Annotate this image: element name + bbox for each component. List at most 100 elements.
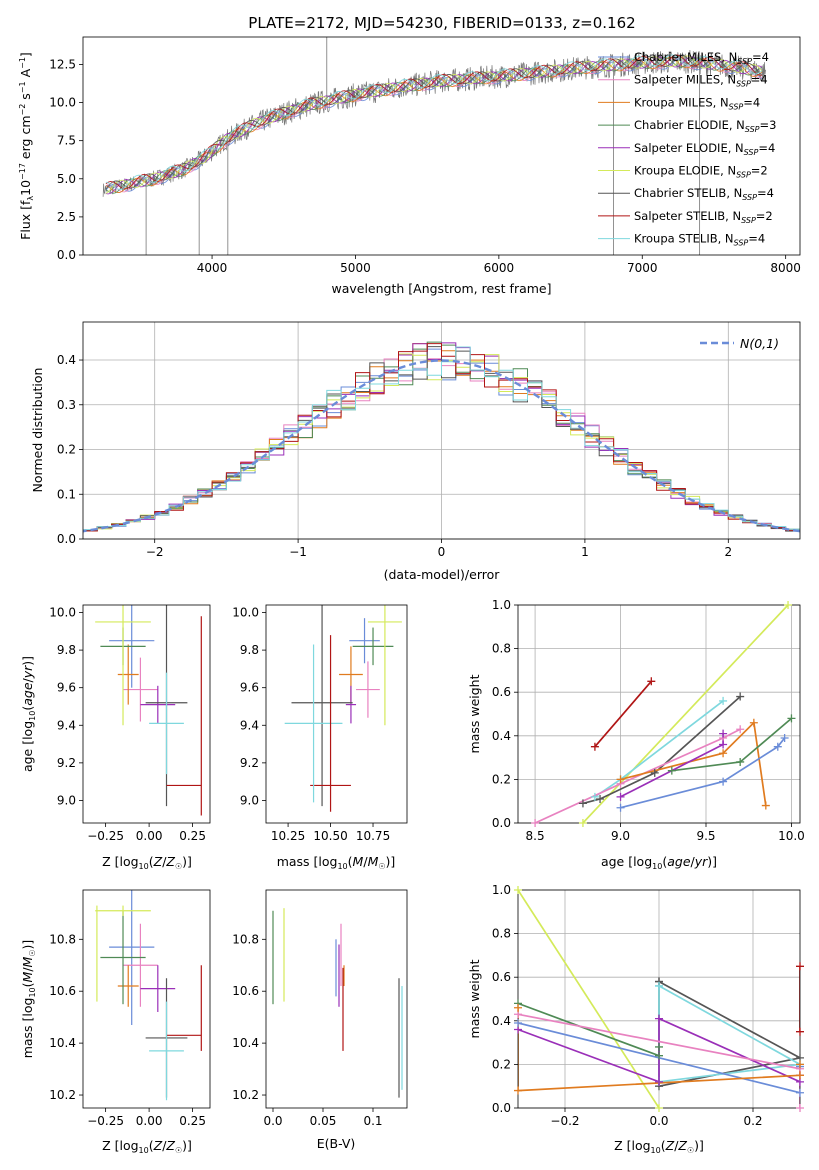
plot-area [95, 890, 202, 1101]
weight-marker-salpeter-stelib [796, 962, 804, 971]
weight-line-kroupa-miles [620, 720, 767, 806]
weight-line-chabrier-stelib [582, 695, 741, 805]
y-tick-label: 0.1 [57, 487, 76, 501]
y-tick-label: 9.2 [240, 756, 259, 770]
y-tick-label: 10.2 [232, 1088, 259, 1102]
y-tick-label: 0.4 [57, 353, 76, 367]
x-tick-label: 0.0 [649, 1114, 668, 1128]
x-tick-label: 9.0 [611, 829, 630, 843]
y-axis-label: Normed distribution [30, 368, 45, 493]
weight-line-salpeter-stelib [594, 680, 652, 748]
legend-label-chabrier-elodie: Chabrier ELODIE, NSSP=3 [634, 118, 776, 134]
x-tick-label: 0.00 [136, 1114, 163, 1128]
y-tick-label: 10.6 [232, 984, 259, 998]
normal-distribution-curve [83, 359, 800, 533]
x-tick-label: 10.0 [778, 829, 805, 843]
y-tick-label: 9.2 [57, 756, 76, 770]
weight-marker-chabrier-elodie [736, 757, 745, 766]
x-tick-label: 0.25 [179, 829, 206, 843]
panel-spectrum: 4000 5000 6000 7000 8000 0.0 2.5 5.0 7.5 10.0 12.5… [18, 36, 801, 296]
x-axis-label: E(B-V) [317, 1136, 356, 1151]
weight-line-kroupa-elodie [518, 890, 660, 1108]
x-tick-label: 0 [438, 545, 446, 559]
model-line-salpeter-elodie [105, 56, 763, 195]
weight-marker-chabrier-miles [719, 777, 728, 786]
weight-marker-chabrier-miles [773, 742, 782, 751]
weight-marker-kroupa-elodie [514, 886, 522, 894]
panel-mass_weight_vs_Z: −0.2 0.0 0.2 0.0 0.2 0.4 0.6 0.8 1.0 Z [log10(Z/Z… [467, 883, 804, 1155]
weight-marker-chabrier-stelib [578, 799, 587, 808]
x-tick-label: 1 [581, 545, 589, 559]
plot-area [83, 341, 800, 534]
x-tick-label: 0.25 [179, 1114, 206, 1128]
x-tick-label: 0.05 [310, 1114, 337, 1128]
y-tick-label: 0.8 [492, 927, 511, 941]
weight-marker-chabrier-elodie [655, 1051, 663, 1060]
y-tick-label: 9.8 [57, 643, 76, 657]
y-tick-label: 0.3 [57, 398, 76, 412]
weight-marker-kroupa-miles [514, 1086, 522, 1095]
x-tick-label: 0.00 [136, 829, 163, 843]
plot-area [102, 37, 766, 255]
y-tick-label: 9.4 [240, 718, 259, 732]
weight-marker-chabrier-stelib [596, 795, 605, 804]
y-tick-label: 0.2 [57, 443, 76, 457]
weight-marker-kroupa-stelib [590, 792, 599, 801]
panel-residuals: −2 −1 0 1 2 0.0 0.1 0.2 0.3 0.4 N(0,1) (data-model)… [30, 321, 801, 582]
y-tick-label: 9.6 [57, 681, 76, 695]
y-tick-label: 0.2 [492, 1057, 511, 1071]
weight-line-chabrier-miles [620, 737, 786, 809]
weight-marker-salpeter-stelib [647, 677, 656, 686]
weight-line-chabrier-miles [518, 1022, 800, 1094]
weight-marker-salpeter-stelib [590, 742, 599, 751]
y-tick-label: 1.0 [492, 883, 511, 897]
x-tick-label: −2 [146, 545, 164, 559]
x-tick-label: −0.25 [87, 1114, 124, 1128]
x-axis-label: Z [log10(Z/Z☉)] [102, 854, 192, 871]
y-tick-label: 1.0 [492, 598, 511, 612]
legend-label-salpeter-stelib: Salpeter STELIB, NSSP=2 [634, 209, 773, 225]
x-axis-label: (data-model)/error [384, 567, 501, 582]
axes-frame [82, 36, 801, 256]
y-tick-label: 9.4 [57, 718, 76, 732]
axes-frame [82, 604, 211, 824]
x-tick-label: 0.2 [743, 1114, 762, 1128]
y-tick-label: 10.0 [49, 96, 76, 110]
panel-mass_vs_Z: −0.25 0.00 0.25 10.2 10.4 10.6 10.8 Z [log10(Z/… [20, 889, 211, 1155]
y-tick-label: 10.0 [49, 606, 76, 620]
x-axis-label: Z [log10(Z/Z☉)] [614, 1138, 704, 1155]
y-axis-label: mass weight [467, 674, 482, 753]
weight-marker-salpeter-elodie [616, 792, 625, 801]
weight-marker-salpeter-miles [736, 725, 745, 734]
y-tick-label: 0.2 [492, 772, 511, 786]
legend-label-chabrier-miles: Chabrier MILES, NSSP=4 [634, 50, 769, 66]
weight-marker-kroupa-miles [514, 1003, 522, 1012]
x-tick-label: 10.50 [313, 829, 347, 843]
y-tick-label: 10.0 [232, 606, 259, 620]
weight-marker-chabrier-elodie [787, 714, 796, 723]
panel-mass_vs_ebv: 0.0 0.05 0.1 10.2 10.4 10.6 10.8 E(B-V) [232, 889, 408, 1151]
weight-line-chabrier-elodie [518, 1002, 660, 1057]
x-tick-label: −0.25 [87, 829, 124, 843]
model-line-kroupa-stelib [105, 54, 763, 190]
weight-marker-kroupa-elodie [655, 1104, 663, 1112]
weight-marker-salpeter-elodie [719, 740, 728, 749]
y-tick-label: 9.8 [240, 643, 259, 657]
plot-area [95, 605, 202, 816]
x-axis-label: age [log10(age/yr)] [601, 854, 717, 871]
legend-label-kroupa-elodie: Kroupa ELODIE, NSSP=2 [634, 164, 768, 180]
weight-marker-chabrier-elodie [655, 1042, 663, 1051]
weight-marker-chabrier-elodie [667, 766, 676, 775]
plot-area [284, 605, 402, 812]
y-axis-label: mass [log10(M/M☉)] [20, 940, 37, 1059]
y-tick-label: 9.0 [57, 793, 76, 807]
weight-line-kroupa-stelib [658, 985, 800, 1083]
y-tick-label: 10.6 [49, 984, 76, 998]
x-axis-label: wavelength [Angstrom, rest frame] [331, 281, 551, 296]
weight-marker-salpeter-elodie [655, 1014, 663, 1023]
weight-marker-chabrier-miles [780, 733, 789, 742]
legend-label-salpeter-elodie: Salpeter ELODIE, NSSP=4 [634, 141, 775, 157]
weight-marker-salpeter-miles [796, 1104, 804, 1112]
x-axis-label: mass [log10(M/M☉)] [277, 854, 396, 871]
y-axis-label: Flux [fλ10−17 erg cm−2 s−1 A−1] [18, 52, 35, 240]
